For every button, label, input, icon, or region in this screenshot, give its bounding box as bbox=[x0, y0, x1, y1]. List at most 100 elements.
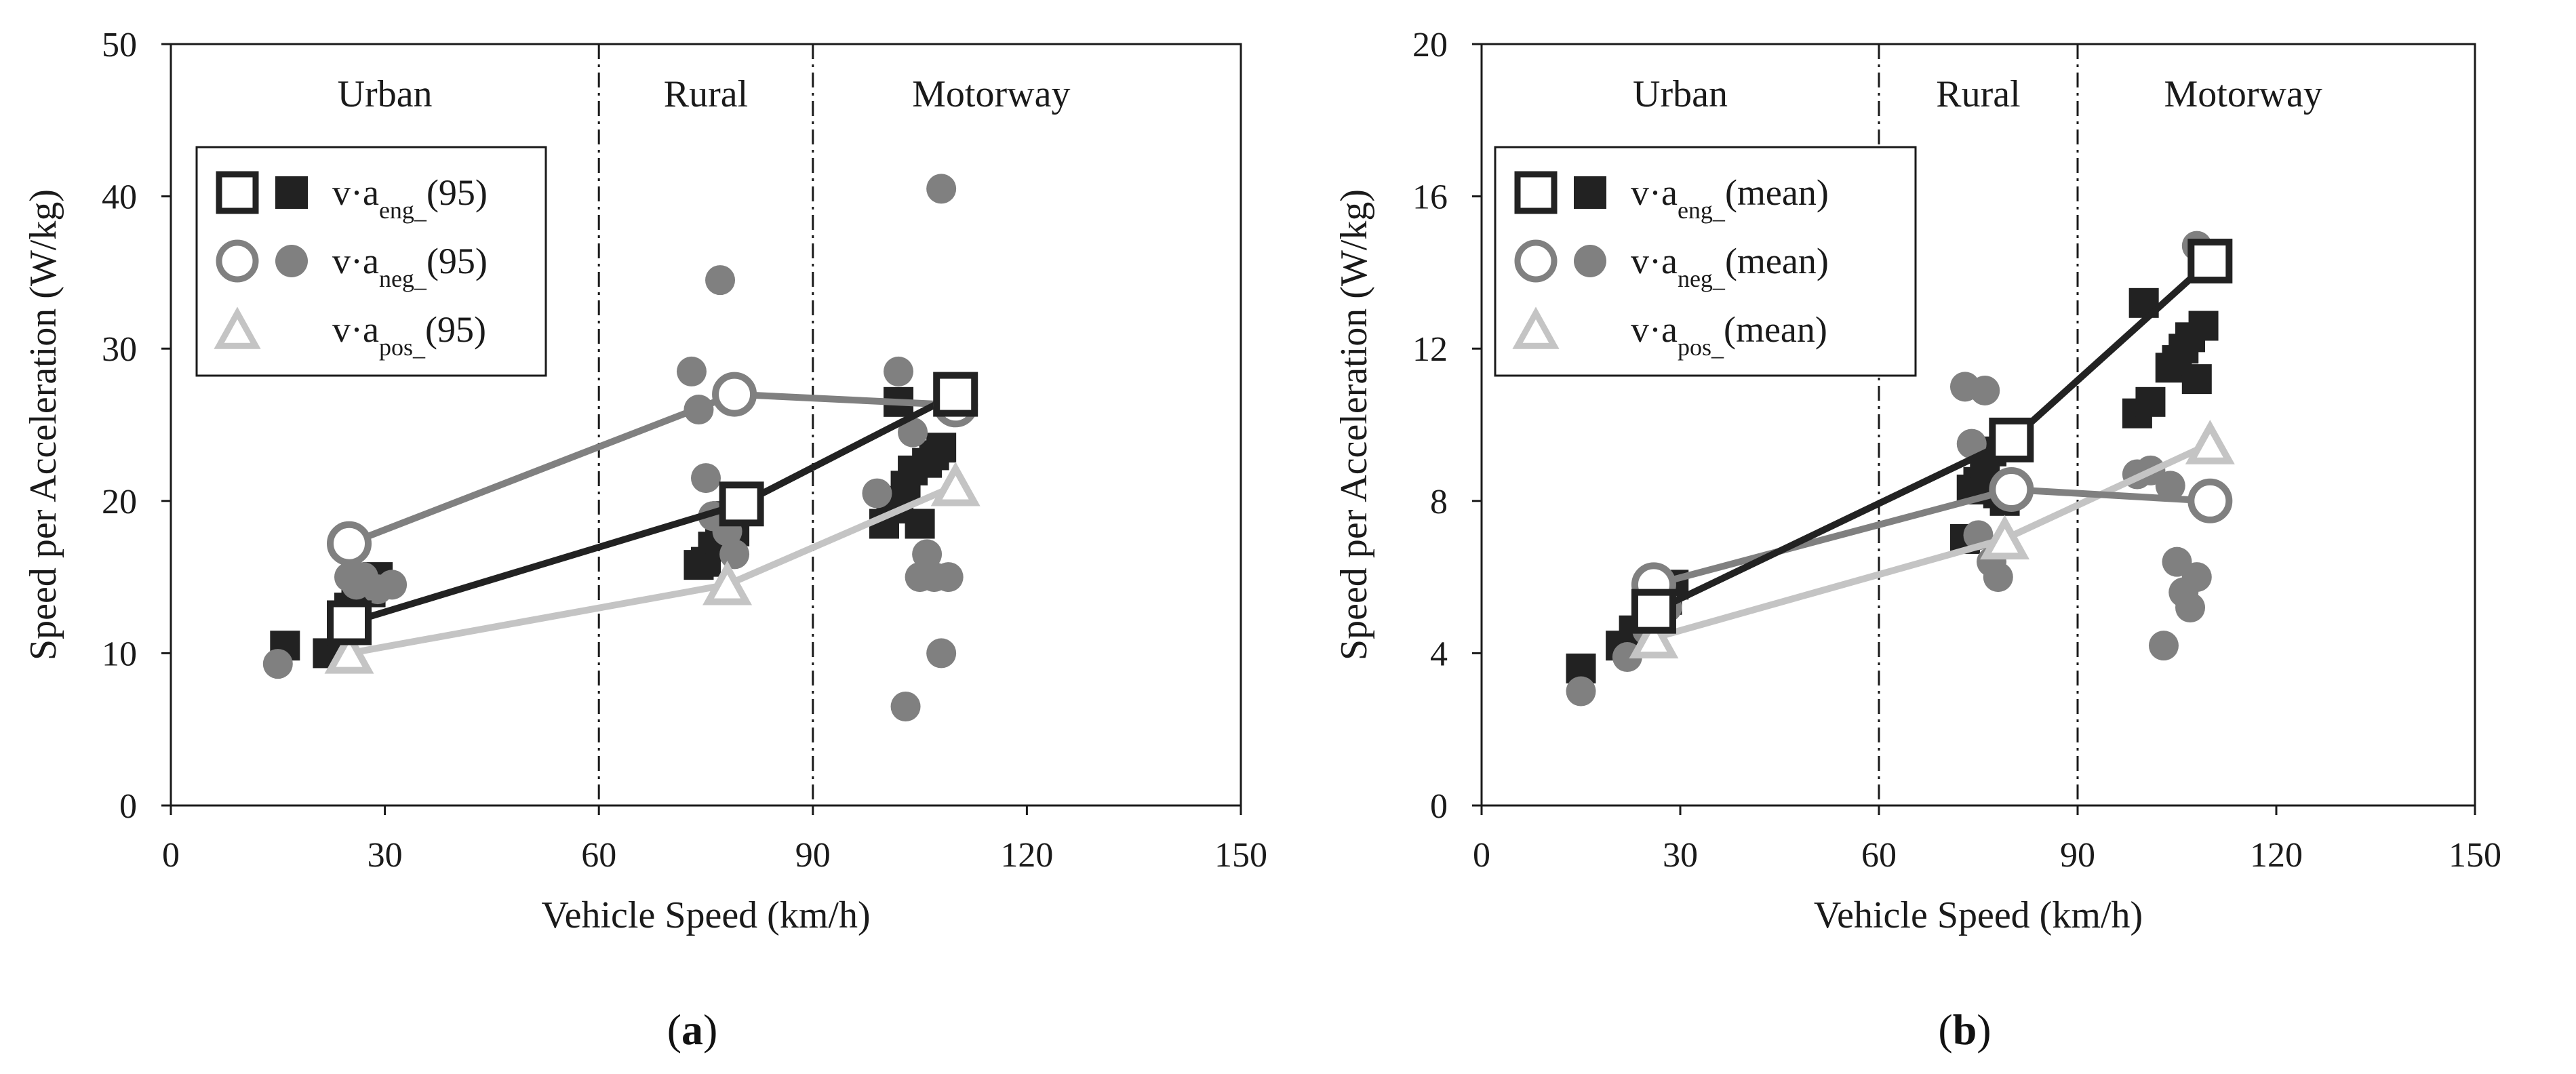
legend-subscript: pos_ bbox=[379, 334, 426, 361]
y-tick-label: 8 bbox=[1430, 483, 1448, 521]
panel-label-open: ( bbox=[667, 1006, 681, 1054]
panel-label: (b) bbox=[1938, 1006, 1991, 1054]
legend-label-neg: v·aneg_(95) bbox=[332, 241, 488, 292]
zone-label-rural: Rural bbox=[1936, 73, 2020, 115]
mean-marker-eng bbox=[933, 372, 978, 417]
data-point-neg bbox=[1956, 429, 1987, 459]
x-tick-label: 120 bbox=[1000, 836, 1053, 875]
mean-marker-pos bbox=[1980, 515, 2030, 560]
legend-marker-open-pos bbox=[214, 306, 261, 349]
x-tick-label: 30 bbox=[1663, 836, 1698, 875]
y-tick-label: 4 bbox=[1430, 635, 1448, 673]
legend-subscript: neg_ bbox=[1678, 265, 1726, 292]
panel-label-letter: b bbox=[1953, 1006, 1977, 1054]
plot-frame bbox=[1480, 43, 2476, 807]
legend-suffix: (mean) bbox=[1725, 172, 1829, 213]
data-point-neg bbox=[705, 265, 736, 296]
data-point-neg bbox=[2148, 631, 2179, 661]
legend: v·aeng_(mean)v·aneg_(mean)v·apos_(mean) bbox=[1494, 146, 1917, 377]
data-point-neg bbox=[1983, 562, 2013, 593]
mean-marker-eng bbox=[327, 600, 372, 645]
x-tick-label: 150 bbox=[1214, 836, 1267, 875]
zone-label-motorway: Motorway bbox=[2164, 73, 2322, 115]
panel-label-letter: a bbox=[681, 1006, 703, 1054]
mean-line-neg bbox=[348, 391, 956, 547]
data-point-eng bbox=[2135, 386, 2166, 417]
x-tick-label: 30 bbox=[368, 836, 403, 875]
legend-prefix: v·a bbox=[1631, 172, 1678, 213]
legend-prefix: v·a bbox=[332, 172, 379, 213]
y-tick-label: 12 bbox=[1412, 330, 1448, 369]
mean-marker-neg bbox=[712, 372, 757, 417]
mean-marker-pos bbox=[930, 461, 980, 506]
data-point-neg bbox=[926, 174, 957, 204]
legend-marker-open-eng bbox=[216, 171, 259, 214]
mean-marker-pos bbox=[1629, 614, 1679, 659]
y-tick-label: 50 bbox=[102, 26, 137, 64]
legend-suffix: (95) bbox=[427, 241, 488, 281]
zone-label-motorway: Motorway bbox=[912, 73, 1070, 115]
mean-marker-eng bbox=[1631, 589, 1676, 634]
mean-marker-neg bbox=[1989, 466, 2034, 512]
data-point-neg bbox=[262, 649, 293, 679]
data-point-neg bbox=[2155, 471, 2185, 501]
x-axis-title: Vehicle Speed (km/h) bbox=[1814, 894, 2143, 936]
legend-prefix: v·a bbox=[1631, 241, 1678, 281]
legend-marker-filled-eng bbox=[275, 176, 308, 209]
mean-marker-neg bbox=[2187, 478, 2233, 523]
y-tick-label: 20 bbox=[102, 483, 137, 521]
legend-prefix: v·a bbox=[332, 241, 379, 281]
x-tick-label: 60 bbox=[581, 836, 616, 875]
data-point-neg bbox=[676, 356, 707, 386]
y-axis-title: Speed per Acceleration (W/kg) bbox=[1333, 189, 1375, 660]
legend-label-eng: v·aeng_(95) bbox=[332, 172, 488, 224]
mean-marker-pos bbox=[2185, 420, 2235, 464]
data-point-neg bbox=[719, 539, 750, 570]
y-tick-label: 10 bbox=[102, 635, 137, 673]
mean-marker-pos bbox=[324, 629, 374, 674]
legend-subscript: eng_ bbox=[379, 197, 427, 224]
x-tick-label: 120 bbox=[2250, 836, 2303, 875]
x-tick-label: 0 bbox=[1473, 836, 1490, 875]
y-tick-label: 0 bbox=[119, 787, 137, 826]
legend-marker-filled-neg bbox=[1574, 245, 1606, 277]
y-tick-label: 0 bbox=[1430, 787, 1448, 826]
panel-label-close: ) bbox=[703, 1006, 717, 1054]
plot-frame bbox=[170, 43, 1242, 807]
data-point-neg bbox=[2175, 593, 2206, 623]
mean-marker-eng bbox=[2187, 239, 2233, 284]
data-point-neg bbox=[890, 692, 921, 722]
panel-label-open: ( bbox=[1938, 1006, 1952, 1054]
legend-subscript: eng_ bbox=[1678, 197, 1726, 224]
zone-label-urban: Urban bbox=[1633, 73, 1728, 115]
legend-marker-filled-neg bbox=[275, 245, 308, 277]
mean-marker-eng bbox=[719, 481, 764, 527]
legend-label-neg: v·aneg_(mean) bbox=[1631, 241, 1829, 292]
x-axis-title: Vehicle Speed (km/h) bbox=[541, 894, 870, 936]
data-point-neg bbox=[1970, 375, 2000, 405]
legend: v·aeng_(95)v·aneg_(95)v·apos_(95) bbox=[195, 146, 547, 377]
x-tick-label: 0 bbox=[162, 836, 180, 875]
data-point-neg bbox=[933, 562, 964, 593]
data-point-neg bbox=[912, 539, 943, 570]
data-point-eng bbox=[2181, 364, 2212, 395]
panel-label: (a) bbox=[667, 1006, 718, 1054]
y-axis-title: Speed per Acceleration (W/kg) bbox=[22, 189, 64, 660]
mean-marker-neg bbox=[327, 521, 372, 566]
legend-suffix: (95) bbox=[427, 172, 488, 213]
legend-suffix: (mean) bbox=[1725, 241, 1829, 281]
zone-label-rural: Rural bbox=[664, 73, 748, 115]
data-point-eng bbox=[2188, 311, 2219, 341]
data-point-eng bbox=[905, 509, 935, 539]
legend-box bbox=[1494, 146, 1917, 377]
legend-suffix: (95) bbox=[425, 309, 486, 350]
y-tick-label: 16 bbox=[1412, 178, 1448, 217]
mean-marker-eng bbox=[1989, 417, 2034, 462]
legend-label-eng: v·aeng_(mean) bbox=[1631, 172, 1829, 224]
chart-panel-a: 0 30 60 90 120 150 0 10 20 30 40 50 Vehicle Speed (k… bbox=[22, 26, 1267, 1054]
x-tick-label: 90 bbox=[795, 836, 831, 875]
data-point-neg bbox=[2181, 562, 2212, 593]
data-point-neg bbox=[377, 570, 408, 600]
data-point-neg bbox=[898, 417, 928, 447]
data-point-neg bbox=[884, 356, 914, 386]
